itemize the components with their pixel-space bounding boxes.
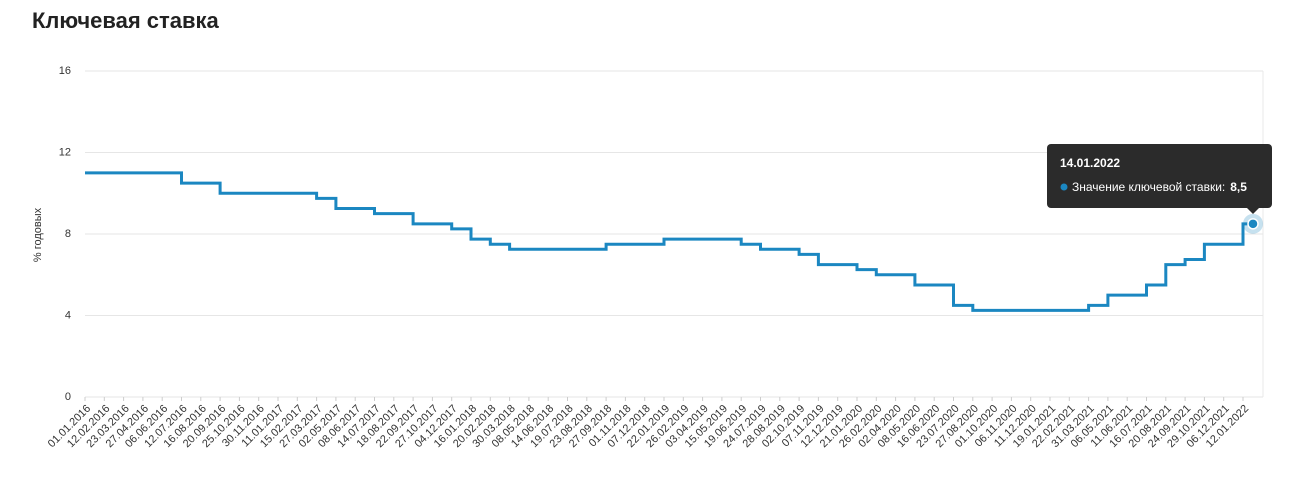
y-tick-label: 16 (59, 65, 71, 77)
tooltip-dot (1060, 183, 1068, 191)
tooltip-row: Значение ключевой ставки: 8,5 (1072, 180, 1247, 194)
y-tick-label: 4 (65, 309, 71, 321)
tooltip: 14.01.2022 Значение ключевой ставки: 8,5 (1047, 144, 1272, 214)
y-tick-label: 8 (65, 228, 71, 240)
tooltip-label: Значение ключевой ставки: (1072, 180, 1225, 194)
line (85, 171, 1253, 312)
y-axis-label: % годовых (32, 207, 44, 262)
tooltip-date: 14.01.2022 (1060, 156, 1120, 170)
hover-point (1247, 218, 1259, 230)
y-tick-label: 0 (65, 391, 71, 403)
y-tick-label: 12 (59, 146, 71, 158)
tooltip-value: 8,5 (1230, 180, 1247, 194)
tooltip-pointer (1247, 208, 1259, 214)
tooltip-box (1047, 144, 1272, 208)
chart-title: Ключевая ставка (32, 8, 220, 33)
